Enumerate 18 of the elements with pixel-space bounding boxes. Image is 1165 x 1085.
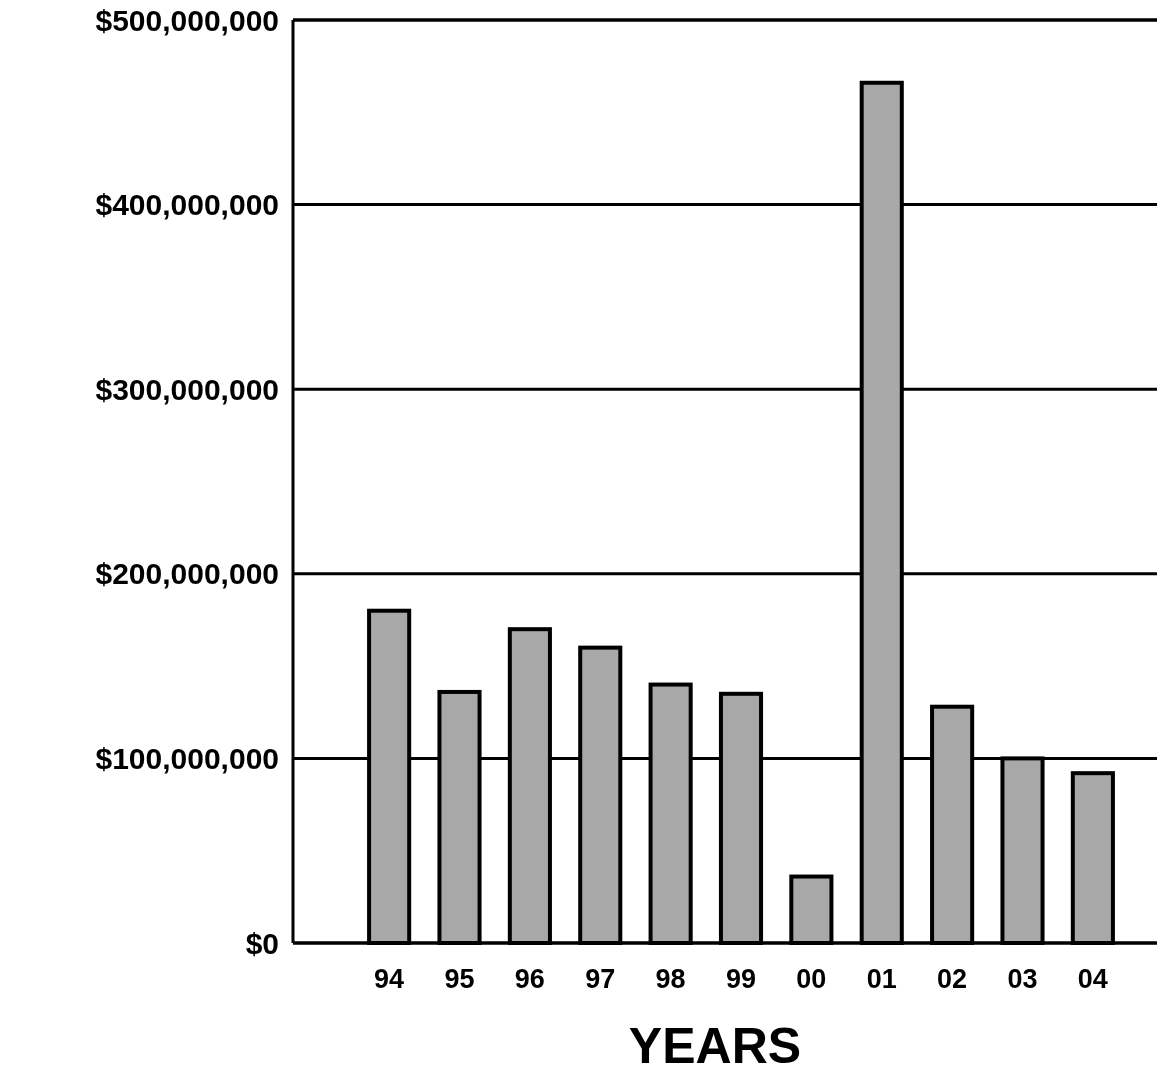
x-axis-title: YEARS: [628, 1018, 802, 1074]
y-tick-label: $0: [245, 926, 279, 960]
x-tick-label: 95: [444, 964, 475, 994]
y-tick-label: $200,000,000: [95, 557, 279, 591]
x-tick-label: 04: [1077, 964, 1108, 994]
y-tick-label: $400,000,000: [95, 188, 279, 222]
x-tick-label: 96: [514, 964, 545, 994]
x-tick-label: 94: [374, 964, 405, 994]
x-tick-label: 01: [866, 964, 897, 994]
x-tick-label: 02: [937, 964, 968, 994]
x-tick-label: 00: [796, 964, 827, 994]
y-tick-label: $500,000,000: [95, 3, 279, 37]
y-tick-label: $100,000,000: [95, 741, 279, 775]
x-tick-label: 98: [655, 964, 686, 994]
y-tick-label: $300,000,000: [95, 372, 279, 406]
x-tick-label: 03: [1007, 964, 1038, 994]
x-tick-label: 99: [725, 964, 757, 994]
x-tick-label: 97: [585, 964, 616, 994]
